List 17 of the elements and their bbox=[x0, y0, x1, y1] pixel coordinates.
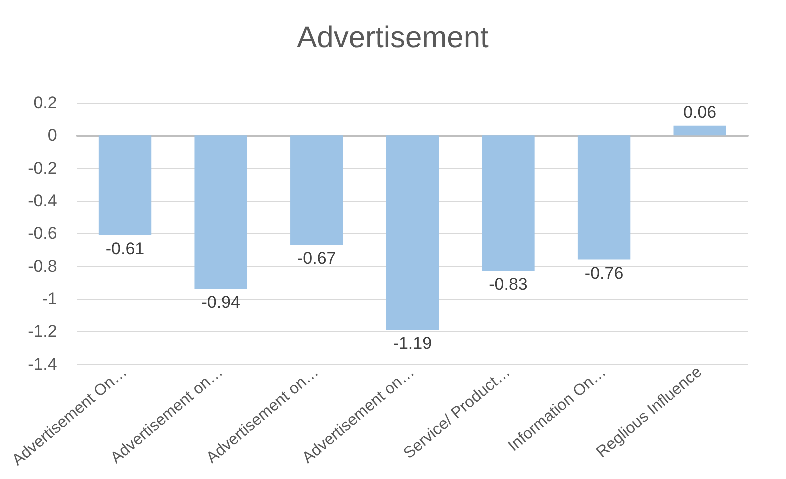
y-tick-label: -1 bbox=[42, 290, 58, 309]
y-tick-label: -0.2 bbox=[28, 158, 58, 178]
y-tick-label: -0.6 bbox=[28, 224, 58, 244]
y-tick-label: 0 bbox=[48, 126, 58, 146]
data-label: -1.19 bbox=[393, 334, 432, 354]
y-tick-label: -1.4 bbox=[28, 354, 58, 374]
data-label: -0.76 bbox=[584, 264, 624, 283]
y-tick-label: 0.2 bbox=[34, 94, 58, 112]
y-tick-label: -0.8 bbox=[28, 256, 58, 276]
data-label: -0.94 bbox=[202, 293, 240, 312]
data-label: -0.83 bbox=[489, 275, 528, 294]
y-tick-label: -1.2 bbox=[28, 322, 58, 342]
chart-title: Advertisement bbox=[297, 22, 490, 54]
data-label: 0.06 bbox=[684, 102, 717, 122]
y-tick-label: -0.4 bbox=[28, 192, 58, 211]
data-label: -0.61 bbox=[106, 239, 145, 258]
data-label: -0.67 bbox=[298, 249, 336, 268]
